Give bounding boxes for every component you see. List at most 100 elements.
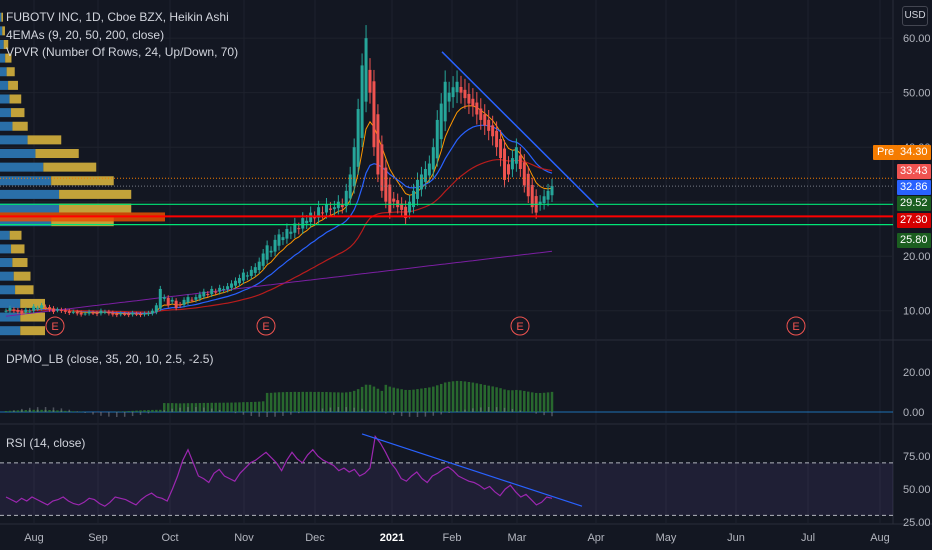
candle (146, 312, 150, 314)
candle (463, 89, 467, 99)
candle (226, 286, 230, 290)
candle (233, 280, 237, 286)
vp-down-bar (51, 217, 114, 227)
candle (305, 220, 309, 224)
vp-down-bar (59, 203, 132, 213)
price-label: 29.52 (897, 196, 931, 211)
candle (79, 312, 83, 315)
vp-down-bar (15, 285, 34, 295)
candle (510, 158, 514, 170)
candle (372, 81, 376, 148)
vp-down-bar (51, 176, 114, 186)
vp-up-bar (0, 67, 7, 77)
currency-button[interactable]: USD (902, 6, 928, 26)
candle (289, 231, 293, 234)
vp-down-bar (6, 67, 15, 77)
price-label: 27.30 (897, 213, 931, 228)
candle (214, 291, 218, 293)
candle (336, 201, 340, 209)
price-tick-label: 20.00 (903, 251, 931, 263)
candle (447, 92, 451, 102)
candle (388, 184, 392, 213)
dpmo-legend[interactable]: DPMO_LB (close, 35, 20, 10, 2.5, -2.5) (6, 352, 214, 366)
candle (459, 86, 463, 93)
candle (111, 312, 115, 315)
vp-up-bar (0, 12, 2, 22)
time-tick-label: Mar (508, 532, 527, 544)
earnings-marker (786, 316, 806, 336)
vp-up-bar (0, 271, 14, 281)
earnings-marker-label: E (792, 321, 799, 333)
pre-market-tag: Pre (873, 145, 899, 160)
ema-legend[interactable]: 4EMAs (9, 20, 50, 200, close) (6, 28, 165, 42)
candle (162, 297, 166, 299)
candle (218, 287, 222, 292)
vp-down-bar (13, 271, 31, 281)
candle (538, 201, 542, 205)
candle (340, 204, 344, 208)
vp-up-bar (0, 258, 13, 268)
candle (119, 313, 123, 315)
rsi-tick-label: 25.00 (903, 517, 931, 529)
candle (170, 299, 174, 302)
candle (328, 208, 332, 210)
vp-up-bar (0, 94, 10, 104)
vp-down-bar (27, 135, 62, 145)
vp-up-bar (0, 39, 4, 49)
vp-down-bar (8, 80, 18, 90)
candle (522, 162, 526, 186)
dpmo-tick-label: 0.00 (903, 407, 924, 419)
vp-up-bar (0, 298, 21, 308)
vp-down-bar (20, 326, 45, 336)
candle (526, 173, 530, 197)
rsi-pane (0, 433, 893, 516)
candle (99, 310, 103, 314)
candle (518, 155, 522, 169)
vp-down-bar (11, 108, 25, 118)
vp-down-bar (9, 94, 22, 104)
candle (356, 109, 360, 167)
dpmo-pane (0, 380, 893, 417)
candle (479, 108, 483, 120)
candle (352, 147, 356, 187)
rsi-band-fill (0, 462, 893, 516)
candle (265, 245, 269, 260)
candle (123, 313, 127, 315)
time-tick-label: May (656, 532, 677, 544)
earnings-marker (256, 316, 276, 336)
rsi-trend-line (361, 433, 583, 507)
time-tick-label: Oct (161, 532, 178, 544)
rsi-legend[interactable]: RSI (14, close) (6, 436, 86, 450)
candle (293, 223, 297, 233)
candle (281, 237, 285, 241)
candle (237, 278, 241, 284)
candle (546, 190, 550, 200)
candle (451, 87, 455, 98)
vp-up-bar (0, 53, 6, 63)
rsi-line (5, 435, 553, 507)
vpvr-legend[interactable]: VPVR (Number Of Rows, 24, Up/Down, 70) (6, 45, 239, 59)
candle (332, 207, 336, 210)
candle (321, 212, 325, 214)
candle (344, 190, 348, 207)
candle (542, 196, 546, 204)
vp-up-bar (0, 326, 21, 336)
rsi-tick-label: 50.00 (903, 484, 931, 496)
candle (158, 288, 162, 309)
vp-down-bar (5, 53, 12, 63)
candle (150, 310, 154, 314)
candle (269, 250, 273, 253)
candle (28, 310, 32, 312)
candle (8, 308, 12, 311)
candle (392, 198, 396, 202)
time-tick-label: Jun (727, 532, 745, 544)
candle (550, 185, 554, 196)
candle (487, 119, 491, 131)
trend-line (441, 51, 599, 208)
candle (190, 299, 194, 301)
candle (32, 306, 36, 311)
candle (222, 288, 226, 290)
candle (368, 69, 372, 93)
